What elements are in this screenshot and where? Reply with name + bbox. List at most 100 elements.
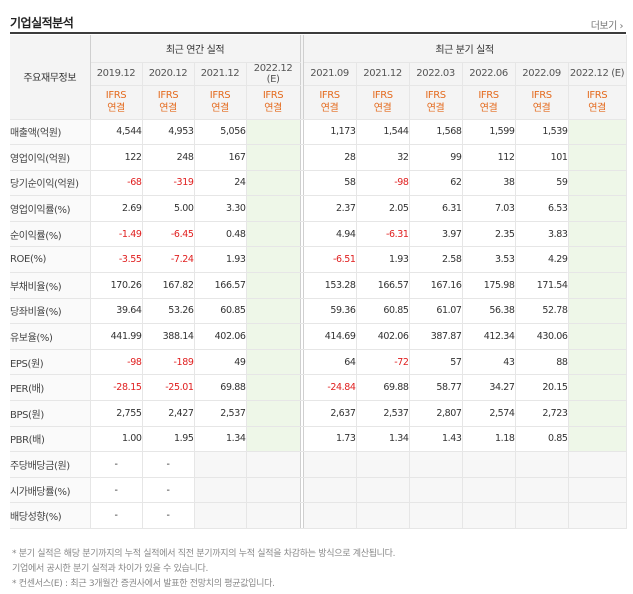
annual-cell: -25.01 [142,374,195,402]
annual-cell: 5.00 [142,195,195,222]
quarter-cell: 3.83 [515,221,569,248]
quarter-cell: 2,723 [515,400,569,427]
table-row: 영업이익(억원) 122 248 167 28 32 99 112 101 [10,144,627,171]
quarter-cell: 402.06 [356,323,410,350]
quarter-cell: 1,599 [462,119,516,146]
table-row: 매출액(억원) 4,544 4,953 5,056 1,173 1,544 1,568 1,5… [10,119,627,146]
period-header: 2019.12 [90,62,143,86]
ifrs-label: IFRS 연결 [246,85,301,120]
annual-cell: - [90,502,143,529]
ifrs-label: IFRS 연결 [356,85,410,120]
annual-cell: -7.24 [142,246,195,274]
annual-cell: 167 [194,144,247,171]
table-row: EPS(원) -98 -189 49 64 -72 57 43 88 [10,349,627,376]
annual-cell: 3.30 [194,195,247,222]
annual-cell [246,144,301,171]
quarter-cell: 56.38 [462,298,516,325]
table-row: BPS(원) 2,755 2,427 2,537 2,637 2,537 2,807 2,57… [10,400,627,427]
ifrs-label: IFRS 연결 [462,85,516,120]
quarter-cell: 58 [303,170,357,197]
period-header: 2020.12 [142,62,195,86]
quarter-cell: 52.78 [515,298,569,325]
annual-cell: 2,755 [90,400,143,427]
label-header: 주요재무정보 [10,35,91,120]
quarter-cell: 32 [356,144,410,171]
quarter-cell: 2.05 [356,195,410,222]
annual-cell: 167.82 [142,272,195,299]
annual-cell: -98 [90,349,143,376]
annual-cell: 24 [194,170,247,197]
row-label: 순이익률(%) [10,221,91,248]
quarter-cell [462,502,516,529]
quarter-cell: 99 [409,144,463,171]
quarter-cell: 1,544 [356,119,410,146]
quarter-cell: 69.88 [356,374,410,402]
annual-cell: 4,544 [90,119,143,146]
annual-cell [246,119,301,146]
quarter-cell: 59 [515,170,569,197]
annual-cell: 0.48 [194,221,247,248]
annual-cell: 4,953 [142,119,195,146]
ifrs-label: IFRS 연결 [515,85,569,120]
annual-cell: -3.55 [90,246,143,274]
more-link[interactable]: 더보기 › [590,21,624,32]
annual-cell [246,221,301,248]
quarter-cell [568,195,627,222]
quarter-cell [515,502,569,529]
ifrs-label: IFRS 연결 [90,85,143,120]
quarter-cell: -98 [356,170,410,197]
ifrs-label: IFRS 연결 [194,85,247,120]
quarter-cell: 3.53 [462,246,516,274]
quarter-cell [568,246,627,274]
quarter-cell [568,144,627,171]
annual-cell: 1.00 [90,426,143,453]
quarter-cell [568,374,627,402]
row-label: PER(배) [10,374,91,402]
annual-cell: 2.69 [90,195,143,222]
table-row: 배당성향(%) - - [10,502,627,529]
quarter-cell [568,323,627,350]
annual-group-header: 최근 연간 실적 [90,35,301,63]
quarter-cell: 2.37 [303,195,357,222]
quarter-cell: 167.16 [409,272,463,299]
quarter-cell [515,477,569,504]
annual-cell [246,502,301,529]
annual-cell [246,272,301,299]
quarter-cell [409,451,463,478]
quarter-cell: 1,539 [515,119,569,146]
quarter-cell: 1.43 [409,426,463,453]
annual-cell: - [142,477,195,504]
annual-cell: 49 [194,349,247,376]
ifrs-label: IFRS 연결 [303,85,357,120]
table-row: 시가배당률(%) - - [10,477,627,504]
quarter-cell: 2.58 [409,246,463,274]
quarter-cell: -72 [356,349,410,376]
period-header: 2022.12 (E) [568,62,627,86]
quarter-cell: 112 [462,144,516,171]
note-line: 기업에서 공시한 분기 실적과 차이가 있을 수 있습니다. [12,564,209,574]
quarter-cell: 1,173 [303,119,357,146]
annual-cell: - [142,502,195,529]
annual-cell [246,323,301,350]
quarter-cell: 412.34 [462,323,516,350]
annual-cell: - [90,451,143,478]
ifrs-label: IFRS 연결 [409,85,463,120]
title-divider [10,32,626,34]
quarter-cell: 2,637 [303,400,357,427]
annual-cell: -68 [90,170,143,197]
row-label: 배당성향(%) [10,502,91,529]
quarter-cell: 62 [409,170,463,197]
annual-cell [246,195,301,222]
table-row: ROE(%) -3.55 -7.24 1.93 -6.51 1.93 2.58 3.53 4.2… [10,246,627,274]
quarter-cell [356,451,410,478]
annual-cell: -28.15 [90,374,143,402]
annual-cell: 1.95 [142,426,195,453]
annual-cell [194,451,247,478]
annual-cell [246,170,301,197]
quarter-cell: 58.77 [409,374,463,402]
quarter-cell: 153.28 [303,272,357,299]
quarter-cell [409,502,463,529]
quarter-cell [303,502,357,529]
quarter-cell [568,272,627,299]
quarter-cell: 1.18 [462,426,516,453]
